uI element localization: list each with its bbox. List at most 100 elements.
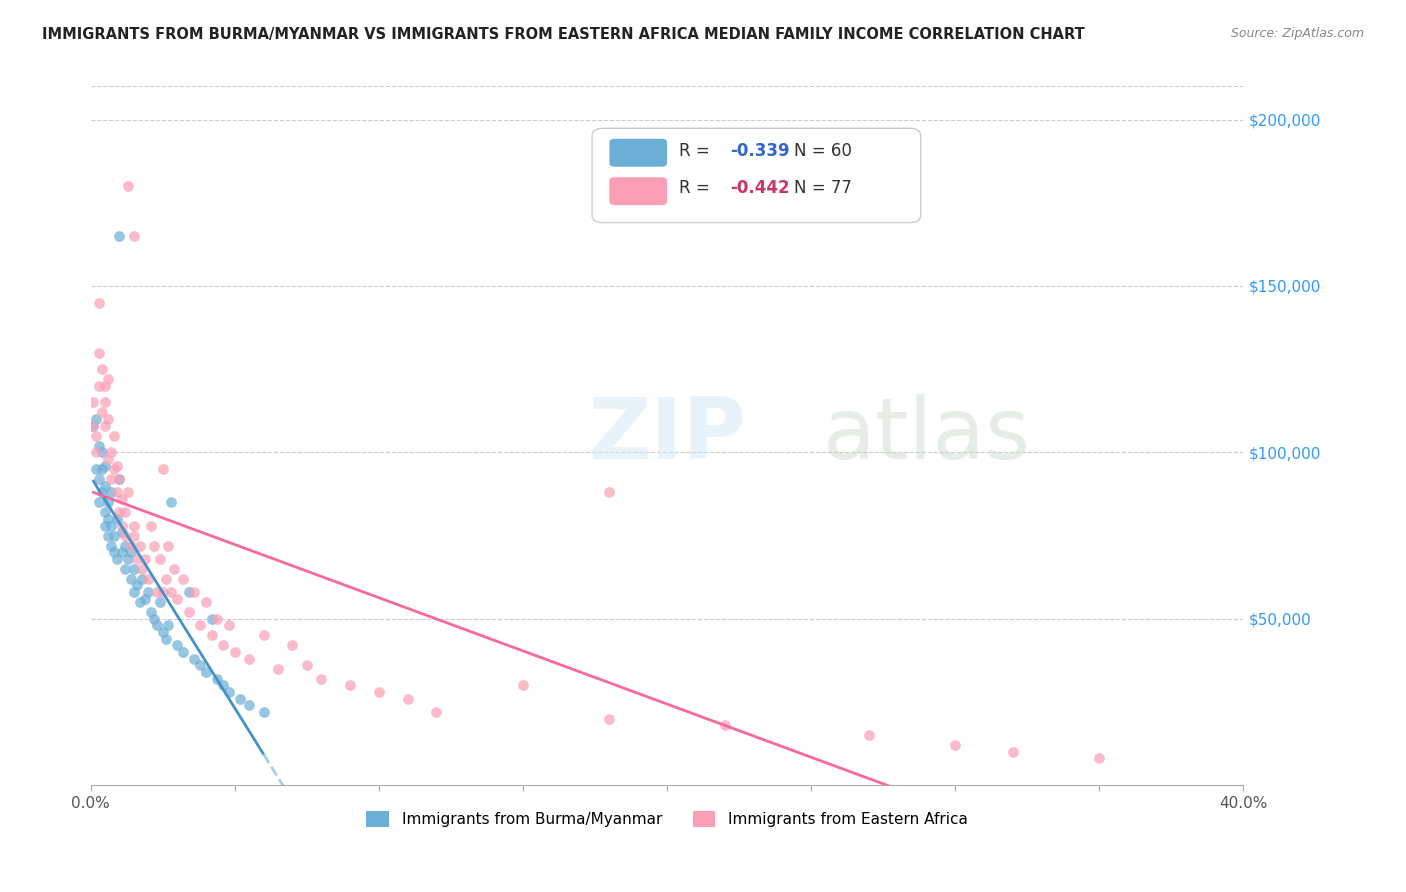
- Point: [111, 545, 134, 559]
- Point: [89, 495, 111, 509]
- Point: [89, 379, 111, 393]
- Point: [155, 632, 177, 646]
- Point: [122, 518, 145, 533]
- Point: [114, 562, 136, 576]
- Point: [117, 551, 139, 566]
- Point: [136, 572, 159, 586]
- Point: [152, 585, 174, 599]
- Point: [122, 562, 145, 576]
- Point: [252, 705, 274, 719]
- Point: [136, 585, 159, 599]
- Point: [128, 595, 150, 609]
- Point: [82, 395, 104, 409]
- Point: [943, 738, 966, 752]
- Point: [131, 572, 153, 586]
- Point: [309, 672, 332, 686]
- Point: [120, 539, 142, 553]
- Text: atlas: atlas: [823, 394, 1031, 477]
- Point: [295, 658, 318, 673]
- Point: [86, 445, 108, 459]
- Point: [91, 362, 114, 376]
- Point: [212, 638, 235, 652]
- Point: [100, 472, 122, 486]
- Point: [82, 418, 104, 433]
- Point: [117, 485, 139, 500]
- FancyBboxPatch shape: [609, 178, 666, 205]
- Point: [177, 605, 200, 619]
- Point: [1088, 751, 1111, 765]
- Point: [89, 345, 111, 359]
- Point: [146, 618, 169, 632]
- Point: [252, 628, 274, 642]
- Point: [238, 651, 260, 665]
- Point: [166, 591, 188, 606]
- Text: Source: ZipAtlas.com: Source: ZipAtlas.com: [1230, 27, 1364, 40]
- Point: [100, 445, 122, 459]
- Point: [100, 485, 122, 500]
- Point: [218, 618, 240, 632]
- Text: R =: R =: [679, 178, 714, 196]
- Point: [155, 572, 177, 586]
- Point: [103, 545, 125, 559]
- Point: [207, 612, 229, 626]
- Point: [94, 505, 117, 519]
- Point: [105, 551, 128, 566]
- FancyBboxPatch shape: [609, 139, 666, 167]
- Point: [172, 572, 194, 586]
- Point: [120, 572, 142, 586]
- Point: [94, 418, 117, 433]
- Point: [188, 658, 211, 673]
- Point: [143, 612, 166, 626]
- Point: [149, 595, 172, 609]
- Point: [157, 539, 180, 553]
- Point: [94, 458, 117, 473]
- Point: [89, 439, 111, 453]
- Point: [163, 562, 186, 576]
- Point: [131, 562, 153, 576]
- Point: [100, 518, 122, 533]
- Point: [108, 472, 131, 486]
- Point: [229, 691, 252, 706]
- Point: [183, 585, 205, 599]
- Text: N = 77: N = 77: [794, 178, 852, 196]
- Point: [238, 698, 260, 713]
- Point: [134, 591, 156, 606]
- Point: [122, 229, 145, 244]
- Point: [114, 505, 136, 519]
- Point: [281, 638, 304, 652]
- Point: [105, 458, 128, 473]
- Point: [105, 512, 128, 526]
- Point: [108, 229, 131, 244]
- FancyBboxPatch shape: [592, 128, 921, 223]
- Point: [114, 528, 136, 542]
- Point: [94, 518, 117, 533]
- Point: [152, 462, 174, 476]
- Point: [100, 539, 122, 553]
- Point: [97, 512, 120, 526]
- Point: [91, 462, 114, 476]
- Point: [188, 618, 211, 632]
- Point: [194, 665, 217, 679]
- Legend: Immigrants from Burma/Myanmar, Immigrants from Eastern Africa: Immigrants from Burma/Myanmar, Immigrant…: [360, 805, 974, 833]
- Point: [117, 179, 139, 194]
- Point: [1001, 745, 1024, 759]
- Text: ZIP: ZIP: [588, 394, 747, 477]
- Point: [139, 518, 162, 533]
- Point: [160, 585, 183, 599]
- Point: [177, 585, 200, 599]
- Point: [396, 691, 419, 706]
- Point: [146, 585, 169, 599]
- Point: [218, 685, 240, 699]
- Point: [89, 295, 111, 310]
- Point: [111, 525, 134, 540]
- Point: [194, 595, 217, 609]
- Point: [103, 428, 125, 442]
- Point: [367, 685, 389, 699]
- Point: [91, 485, 114, 500]
- Point: [120, 545, 142, 559]
- Point: [201, 612, 224, 626]
- Point: [512, 678, 534, 692]
- Text: -0.339: -0.339: [731, 142, 790, 160]
- Point: [86, 428, 108, 442]
- Point: [207, 672, 229, 686]
